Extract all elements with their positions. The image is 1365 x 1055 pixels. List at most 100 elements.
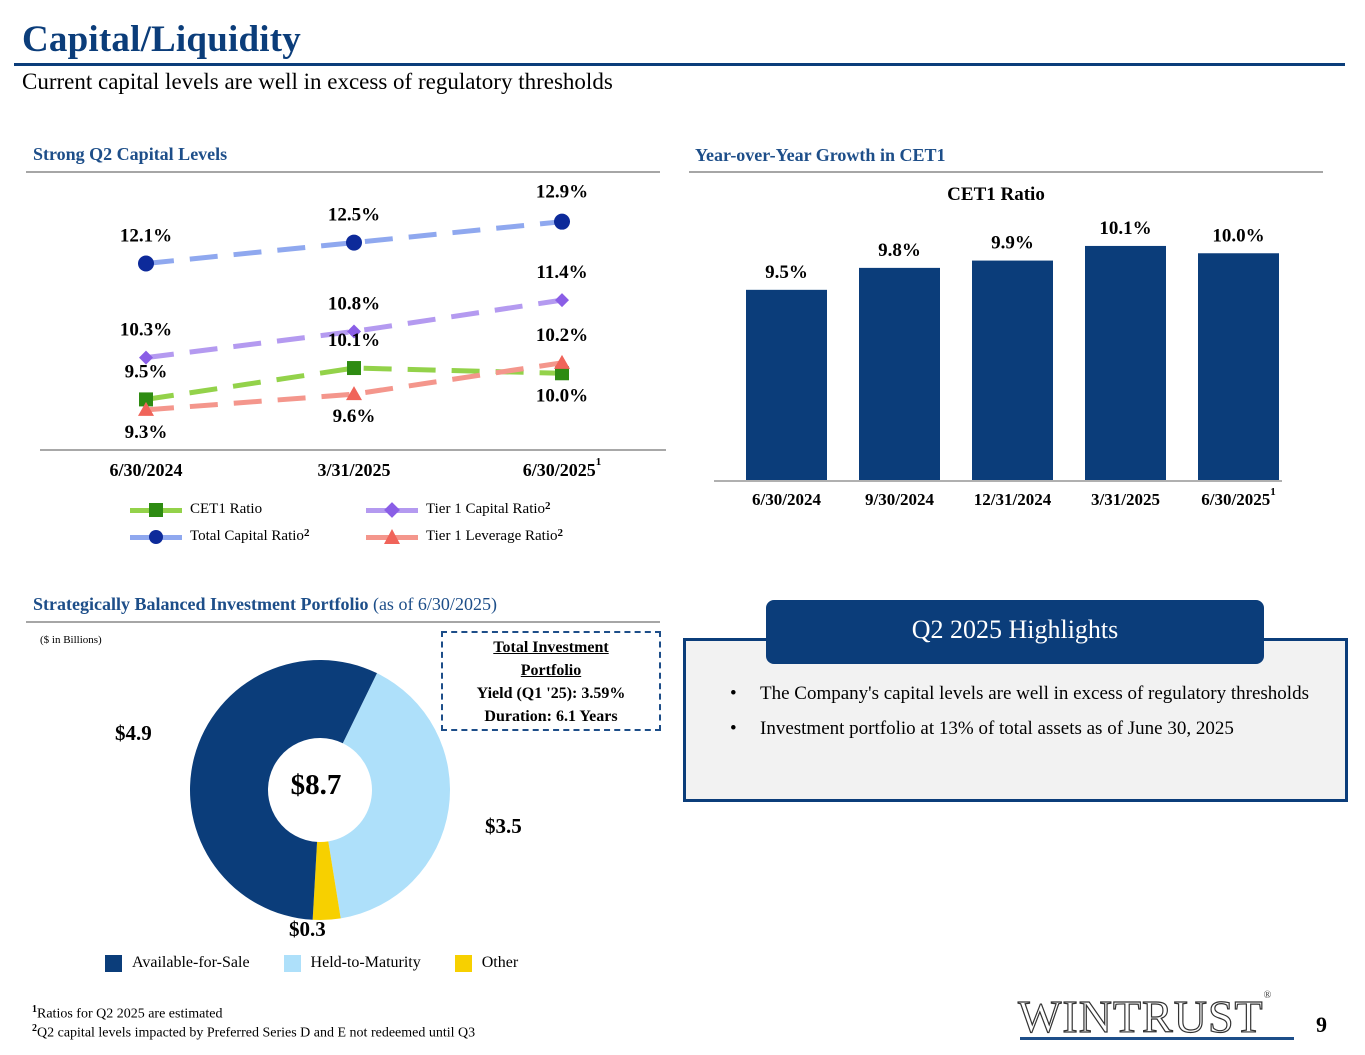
data-label-tier-1-capital-ratio: 10.3% [120,320,172,341]
marker-tier-1-leverage-ratio [554,354,570,369]
marker-total-capital-ratio [346,234,362,251]
legend-item-cet1-ratio: CET1 Ratio [130,498,366,521]
bar-value-label: 9.5% [765,262,808,283]
data-label-cet1-ratio: 9.5% [125,361,168,382]
donut-center-total: $8.7 [290,769,342,801]
line-chart-legend: CET1 Ratio Tier 1 Capital Ratio 2 Total Cap… [130,498,630,548]
marker-tier-1-capital-ratio [555,293,569,308]
donut-slice-available-for-sale [189,660,377,920]
highlights-title: Q2 2025 Highlights [766,600,1264,664]
bar-12-31-2024 [972,260,1053,480]
investment-summary-box: Total Investment Portfolio Yield (Q1 '25… [441,631,661,731]
x-tick-label: 3/31/2025 [1091,490,1160,509]
legend-footnote-mark: 2 [303,526,310,539]
legend-swatch-circle-icon [130,528,182,546]
data-label-total-capital-ratio: 12.9% [536,182,588,203]
footnote-mark: 1 [32,1004,37,1015]
marker-tier-1-leverage-ratio [346,386,362,401]
legend-item-available-for-sale: Available-for-Sale [105,954,250,972]
unit-note: ($ in Billions) [40,634,102,646]
legend-item-tier-1-leverage-ratio: Tier 1 Leverage Ratio 2 [366,525,626,548]
legend-item-held-to-maturity: Held-to-Maturity [283,954,421,972]
section-title-date: (as of 6/30/2025) [368,594,497,614]
x-tick-label: 6/30/20251 [1201,486,1276,509]
bar-3-31-2025 [1085,245,1166,480]
bullet-icon: • [730,683,737,704]
donut-slice-held-to-maturity [328,673,450,919]
data-label-cet1-ratio: 10.1% [328,330,380,351]
legend-label: Tier 1 Leverage Ratio [426,528,558,544]
legend-label: Total Capital Ratio [190,528,304,544]
section-divider [689,171,1323,173]
legend-label: Held-to-Maturity [310,954,421,971]
legend-swatch-triangle-icon [366,528,418,546]
series-line-cet1-ratio [145,365,563,402]
footnote-mark: 2 [32,1023,37,1034]
slice-label-other: $0.3 [289,917,326,941]
highlight-item: • Investment portfolio at 13% of total as… [730,717,1320,741]
donut-legend: Available-for-Sale Held-to-Maturity Other [105,954,585,972]
marker-total-capital-ratio [138,255,154,272]
slice-label-htm: $3.5 [485,814,522,838]
legend-label: Other [481,954,519,971]
legend-item-tier-1-capital-ratio: Tier 1 Capital Ratio 2 [366,498,626,521]
section-title-cet1-growth: Year-over-Year Growth in CET1 [695,145,946,165]
marker-tier-1-capital-ratio [139,350,153,365]
legend-swatch-diamond-icon [366,501,418,519]
title-divider [14,63,1345,66]
bar-6-30-2024 [746,289,827,480]
box-heading-line1: Total Investment [493,639,609,656]
footnote-1: 1Ratios for Q2 2025 are estimated [32,1004,222,1023]
section-divider [26,621,660,623]
box-heading-2: Portfolio [443,659,659,682]
box-heading: Total Investment [443,636,659,659]
data-label-tier-1-capital-ratio: 11.4% [536,262,587,283]
footnote-text: Q2 capital levels impacted by Preferred … [37,1025,476,1041]
legend-label: CET1 Ratio [190,501,263,517]
wintrust-logo: WINTRUST® [1017,990,1272,1043]
bar-chart-title: CET1 Ratio [947,184,1045,205]
x-tick-label: 12/31/2024 [973,490,1052,509]
x-tick-label: 3/31/2025 [317,460,391,480]
legend-footnote-mark: 2 [557,526,564,539]
bullet-icon: • [730,718,737,739]
data-label-cet1-ratio: 10.0% [536,385,588,406]
legend-swatch-square-icon [130,501,182,519]
footnote-text: Ratios for Q2 2025 are estimated [37,1006,223,1022]
bar-value-label: 9.8% [878,240,921,261]
bar-6-30-2025 [1198,253,1279,480]
legend-swatch-icon [283,954,301,972]
series-line-tier-1-capital-ratio [145,297,563,361]
slice-label-afs: $4.9 [115,721,152,745]
legend-label: Tier 1 Capital Ratio [426,501,546,517]
legend-footnote-mark: 2 [545,499,551,512]
donut-slice-other [312,841,341,920]
highlight-text: The Company's capital levels are well in… [760,683,1309,704]
bar-value-label: 9.9% [991,233,1034,254]
bar-value-label: 10.1% [1099,218,1151,239]
data-label-tier-1-capital-ratio: 10.8% [328,293,380,314]
bar-chart-x-axis: 6/30/2024 9/30/2024 12/31/2024 3/31/2025 6/3… [700,486,1320,516]
data-label-total-capital-ratio: 12.5% [328,205,380,226]
highlight-item: • The Company's capital levels are well i… [730,682,1320,706]
marker-cet1-ratio [555,366,569,381]
legend-item-other: Other [454,954,519,972]
line-chart-x-axis: 6/30/2024 3/31/2025 6/30/20251 [0,456,680,488]
yield-value: Yield (Q1 '25): 3.59% [476,685,626,702]
x-tick-label: 6/30/2024 [752,490,821,509]
duration-value: Duration: 6.1 Years [484,708,618,725]
tick-footnote-mark: 1 [595,456,602,468]
marker-tier-1-capital-ratio [347,324,361,339]
page-number: 9 [1316,1012,1327,1037]
cet1-ratio-bar-chart: 9.5% 9.8% 9.9% 10.1% 10.0% [714,218,1282,482]
x-tick-label: 6/30/2024 [109,460,183,480]
investment-portfolio-donut-chart [189,660,450,920]
section-title-investment-portfolio: Strategically Balanced Investment Portfo… [33,594,497,615]
box-heading-line2: Portfolio [520,662,582,679]
highlight-text: Investment portfolio at 13% of total ass… [760,718,1234,739]
marker-cet1-ratio [139,392,153,407]
legend-swatch-icon [454,954,472,972]
section-title-bold: Strategically Balanced Investment Portfo… [33,594,369,614]
series-line-tier-1-leverage-ratio [145,360,563,413]
data-label-tier-1-leverage-ratio: 10.2% [536,325,588,346]
